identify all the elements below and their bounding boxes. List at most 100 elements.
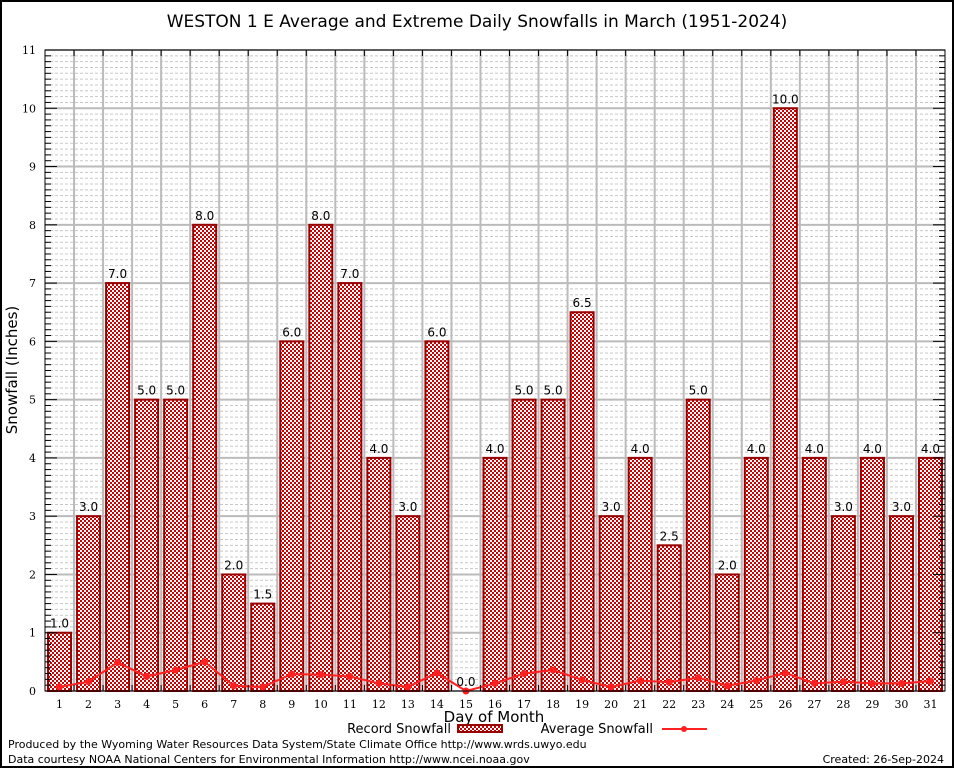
record-bar xyxy=(221,573,247,692)
bar-data-label: 3.0 xyxy=(602,500,621,514)
x-tick-label: 7 xyxy=(230,698,237,711)
bar-data-label: 5.0 xyxy=(137,384,156,398)
x-axis-label: Day of Month xyxy=(444,708,545,726)
footer-created: Created: 26-Sep-2024 xyxy=(823,753,944,766)
x-tick-label: 24 xyxy=(720,698,734,711)
bar-data-label: 6.5 xyxy=(573,296,592,310)
record-bar xyxy=(337,282,363,692)
x-tick-label: 22 xyxy=(662,698,676,711)
record-bar xyxy=(859,456,885,692)
x-tick-label: 26 xyxy=(778,698,792,711)
x-tick-label: 1 xyxy=(56,698,63,711)
bar-data-label: 4.0 xyxy=(805,442,824,456)
record-bar xyxy=(627,456,653,692)
footer-produced-by: Produced by the Wyoming Water Resources … xyxy=(8,738,587,751)
average-point xyxy=(665,678,673,686)
record-bar xyxy=(540,398,566,692)
x-tick-label: 18 xyxy=(546,698,560,711)
x-tick-label: 4 xyxy=(143,698,150,711)
x-tick-label: 9 xyxy=(288,698,295,711)
record-bar xyxy=(308,223,334,692)
record-bar xyxy=(279,340,305,692)
average-point xyxy=(839,678,847,686)
x-tick-label: 20 xyxy=(604,698,618,711)
average-line xyxy=(56,658,934,695)
x-tick-label: 23 xyxy=(691,698,705,711)
y-tick-label: 0 xyxy=(29,685,36,698)
y-tick-label: 2 xyxy=(29,568,36,581)
record-bar xyxy=(714,573,740,692)
record-bar xyxy=(192,223,218,692)
average-point xyxy=(404,683,412,691)
bar-data-label: 7.0 xyxy=(340,267,359,281)
record-bar xyxy=(76,515,102,692)
bar-data-label: 8.0 xyxy=(195,209,214,223)
x-tick-label: 15 xyxy=(459,698,473,711)
average-point xyxy=(259,683,267,691)
y-tick-label: 9 xyxy=(29,161,36,174)
record-bar xyxy=(163,398,189,692)
y-tick-label: 7 xyxy=(29,277,36,290)
y-tick-label: 6 xyxy=(29,335,36,348)
legend-average-marker xyxy=(681,726,687,732)
average-point xyxy=(317,671,325,679)
bar-data-label: 2.0 xyxy=(718,558,737,572)
bar-data-label: 5.0 xyxy=(544,384,563,398)
record-bar xyxy=(772,107,798,693)
average-point xyxy=(172,666,180,674)
record-bar xyxy=(424,340,450,692)
average-point xyxy=(578,676,586,684)
bar-data-label: 4.0 xyxy=(631,442,650,456)
average-point xyxy=(926,677,934,685)
average-point xyxy=(868,679,876,687)
x-tick-label: 19 xyxy=(575,698,589,711)
bars: 1.0 3.0 7.0 5.0 5.0 8.0 2.0 1.5 6.0 8.0 7.0 4.0 3.0 6… xyxy=(47,92,943,693)
x-tick-label: 31 xyxy=(923,698,937,711)
y-tick-label: 11 xyxy=(22,44,36,57)
bar-data-label: 5.0 xyxy=(514,384,533,398)
bar-data-label: 10.0 xyxy=(772,92,799,106)
y-tick-label: 10 xyxy=(22,102,36,115)
average-point xyxy=(810,679,818,687)
average-point xyxy=(491,679,499,687)
average-point xyxy=(433,669,441,677)
x-tick-label: 10 xyxy=(314,698,328,711)
record-bar xyxy=(569,311,595,692)
x-tick-label: 12 xyxy=(372,698,386,711)
x-tick-label: 16 xyxy=(488,698,502,711)
average-point xyxy=(694,674,702,682)
record-bar xyxy=(743,456,769,692)
bar-data-label: 3.0 xyxy=(398,500,417,514)
x-tick-label: 27 xyxy=(807,698,821,711)
x-tick-label: 11 xyxy=(343,698,357,711)
chart-title: WESTON 1 E Average and Extreme Daily Sno… xyxy=(167,12,788,32)
bar-data-label: 4.0 xyxy=(747,442,766,456)
x-tick-label: 25 xyxy=(749,698,763,711)
y-axis-label: Snowfall (Inches) xyxy=(3,306,21,434)
bar-data-label: 0.0 xyxy=(456,675,475,689)
average-point xyxy=(636,677,644,685)
bar-data-label: 3.0 xyxy=(79,500,98,514)
y-tick-label: 1 xyxy=(29,627,36,640)
average-point xyxy=(346,672,354,680)
bar-data-label: 3.0 xyxy=(892,500,911,514)
bar-data-label: 3.0 xyxy=(834,500,853,514)
legend-average-label: Average Snowfall xyxy=(541,722,653,737)
record-bar xyxy=(888,515,914,692)
record-bar xyxy=(598,515,624,692)
bar-data-label: 8.0 xyxy=(311,209,330,223)
record-bar xyxy=(105,282,131,692)
record-bar xyxy=(47,631,73,693)
record-bar xyxy=(482,456,508,692)
average-point xyxy=(288,670,296,678)
average-point xyxy=(723,682,731,690)
bar-data-label: 4.0 xyxy=(921,442,940,456)
record-bar xyxy=(656,544,682,692)
x-tick-label: 5 xyxy=(172,698,179,711)
average-point xyxy=(897,679,905,687)
x-tick-label: 13 xyxy=(401,698,415,711)
bar-data-label: 5.0 xyxy=(689,384,708,398)
average-point xyxy=(85,678,93,686)
